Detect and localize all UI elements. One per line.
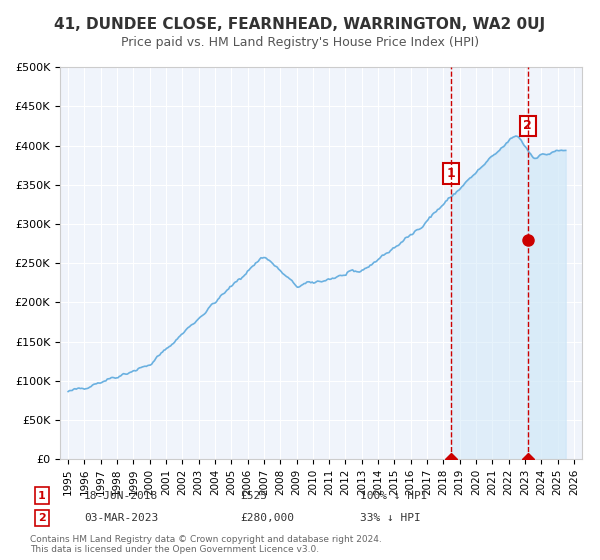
Text: 18-JUN-2018: 18-JUN-2018 bbox=[84, 491, 158, 501]
Text: £280,000: £280,000 bbox=[240, 513, 294, 523]
Text: This data is licensed under the Open Government Licence v3.0.: This data is licensed under the Open Gov… bbox=[30, 545, 319, 554]
Text: Contains HM Land Registry data © Crown copyright and database right 2024.: Contains HM Land Registry data © Crown c… bbox=[30, 535, 382, 544]
Text: Price paid vs. HM Land Registry's House Price Index (HPI): Price paid vs. HM Land Registry's House … bbox=[121, 36, 479, 49]
Text: 100% ↓ HPI: 100% ↓ HPI bbox=[360, 491, 427, 501]
Text: 33% ↓ HPI: 33% ↓ HPI bbox=[360, 513, 421, 523]
Text: 1: 1 bbox=[446, 167, 455, 180]
Text: 03-MAR-2023: 03-MAR-2023 bbox=[84, 513, 158, 523]
Text: 41, DUNDEE CLOSE, FEARNHEAD, WARRINGTON, WA2 0UJ: 41, DUNDEE CLOSE, FEARNHEAD, WARRINGTON,… bbox=[55, 17, 545, 32]
Text: £525: £525 bbox=[240, 491, 267, 501]
Text: 2: 2 bbox=[38, 513, 46, 523]
Text: 1: 1 bbox=[38, 491, 46, 501]
Text: 2: 2 bbox=[523, 119, 532, 132]
